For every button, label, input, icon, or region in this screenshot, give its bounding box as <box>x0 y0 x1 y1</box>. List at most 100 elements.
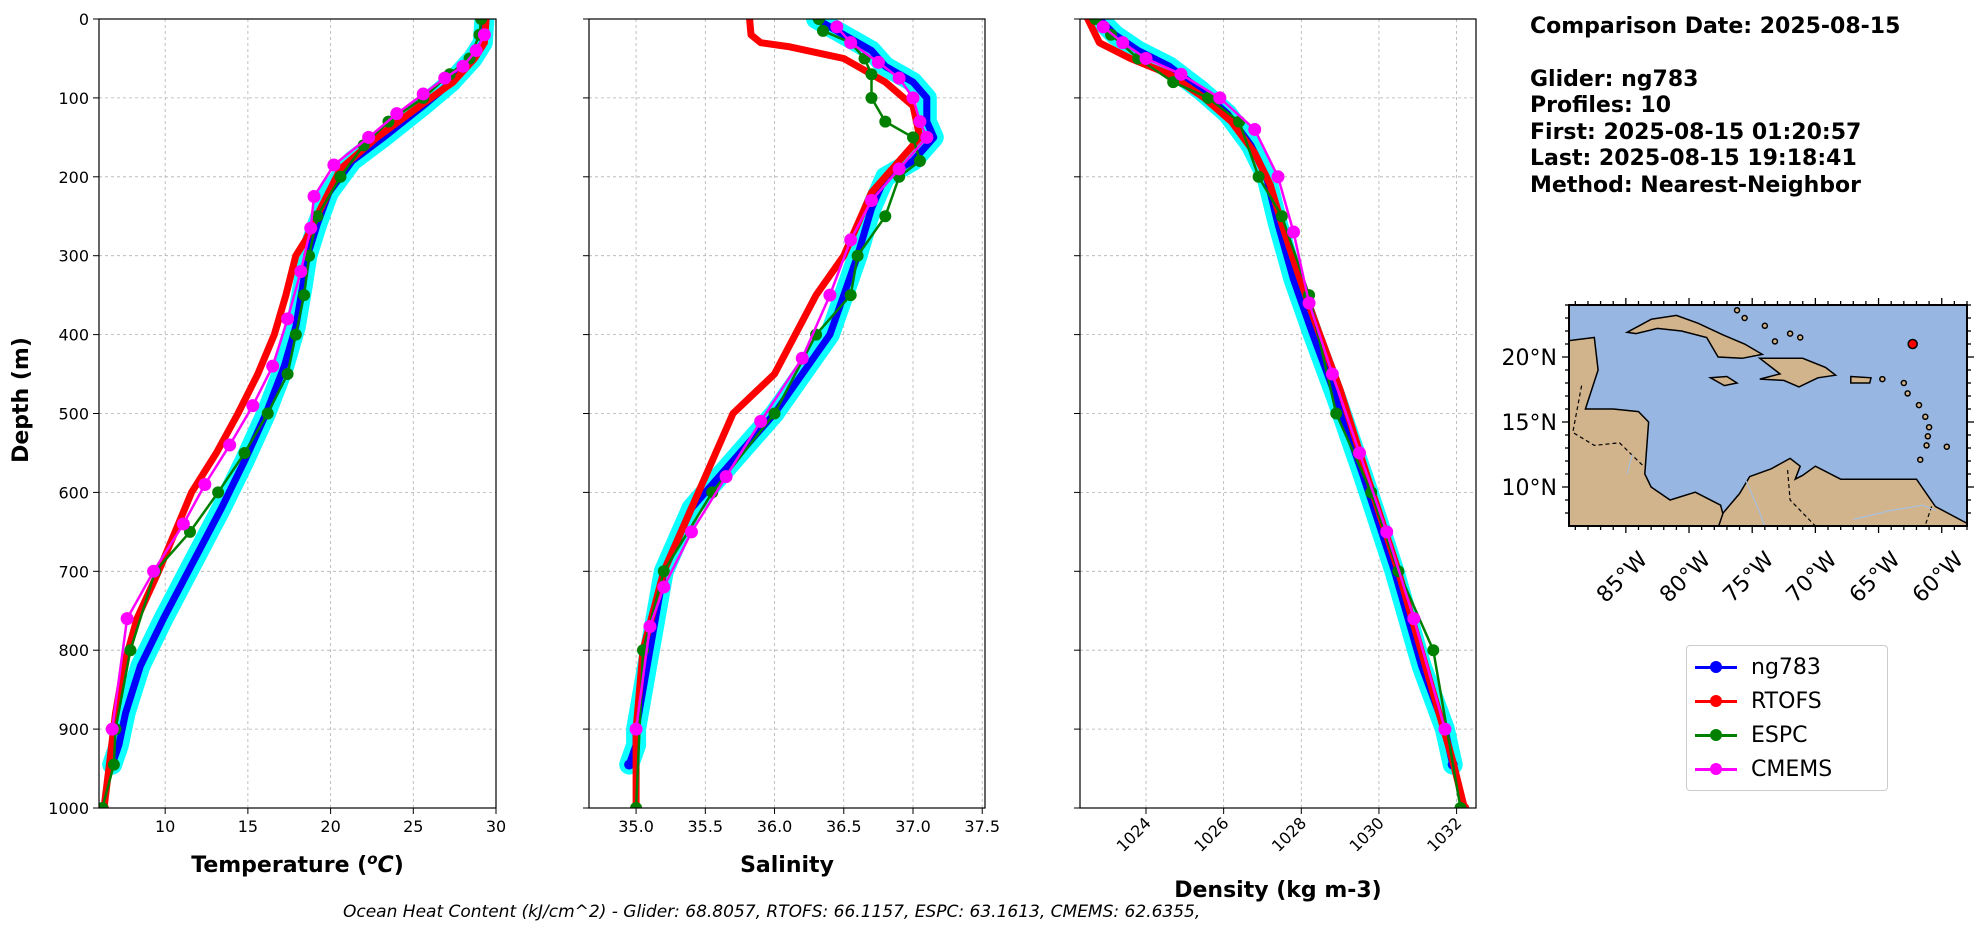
x-tick-label: 35.5 <box>687 817 723 836</box>
data-point-espc <box>99 802 109 808</box>
data-point-cmems <box>657 580 671 594</box>
data-point-espc <box>1427 644 1440 657</box>
data-point-cmems <box>147 564 161 578</box>
x-axis-label: Salinity <box>740 853 834 878</box>
series-line-cmems <box>634 25 929 731</box>
river <box>1626 454 1633 475</box>
legend-label: ESPC <box>1751 722 1808 748</box>
island <box>1733 306 1741 314</box>
data-point-espc <box>1167 76 1180 89</box>
data-point-espc <box>865 68 878 81</box>
data-point-espc <box>311 210 324 223</box>
series-line-rtofs <box>1084 19 1468 808</box>
island <box>1741 314 1748 322</box>
series-line-ng783 <box>625 19 938 769</box>
data-point-cmems <box>684 525 698 539</box>
data-point-cmems <box>1096 20 1110 34</box>
data-point-cmems <box>120 612 134 626</box>
island <box>1924 433 1932 440</box>
data-point-cmems <box>1302 296 1316 310</box>
legend-swatch <box>1695 686 1737 716</box>
x-tick-label: 1030 <box>1346 813 1388 855</box>
series-line-cmems <box>1102 25 1447 731</box>
island <box>1943 443 1951 450</box>
cuba <box>1624 314 1765 360</box>
data-point-cmems <box>294 264 308 278</box>
island <box>1904 390 1911 397</box>
data-point-espc <box>851 249 864 262</box>
data-point-cmems <box>1287 225 1301 239</box>
x-tick-label: 10 <box>155 817 175 836</box>
data-point-cmems <box>844 36 858 50</box>
plot-area <box>1084 19 1470 808</box>
data-point-espc <box>768 407 781 420</box>
data-point-espc <box>212 486 225 499</box>
series-line-espc <box>101 19 483 808</box>
lat-label: 15°N <box>1502 411 1557 436</box>
data-point-espc <box>289 328 302 341</box>
data-point-cmems <box>307 190 321 204</box>
location-map: 20°N 15°N 10°N 85°W 80°W 75°W 70°W 65°W 60°W <box>1502 298 1974 608</box>
legend-swatch <box>1695 754 1737 784</box>
y-tick-label: 500 <box>58 405 89 424</box>
data-point-cmems <box>477 28 491 42</box>
data-point-cmems <box>643 620 657 634</box>
data-point-espc <box>865 91 878 104</box>
last-time: Last: 2025-08-15 19:18:41 <box>1530 146 1857 171</box>
x-tick-label: 37.5 <box>964 817 1000 836</box>
data-point-espc <box>1252 170 1265 183</box>
island <box>1900 379 1908 387</box>
border-ca <box>1572 385 1644 467</box>
x-tick-label: 1028 <box>1268 813 1310 855</box>
x-tick-label: 36.5 <box>826 817 862 836</box>
x-axis-label: Density (kg m-3) <box>1174 878 1382 903</box>
y-tick-label: 0 <box>79 10 89 29</box>
data-point-cmems <box>1353 446 1367 460</box>
borders <box>1572 385 1933 526</box>
legend-label: RTOFS <box>1751 688 1822 714</box>
glider-location-marker <box>1907 338 1918 350</box>
legend: ng783 RTOFS ESPC CMEMS <box>1686 645 1888 791</box>
data-point-espc <box>281 368 294 381</box>
lon-label: 65°W <box>1845 547 1906 608</box>
central-america <box>1569 336 1726 526</box>
lon-label: 75°W <box>1719 547 1780 608</box>
island <box>1915 401 1923 409</box>
axes-frame <box>98 18 497 809</box>
data-point-cmems <box>456 59 470 73</box>
temperature-panel: 0 100 200 300 400 500 600 700 800 900 1000 10 15 20 25… <box>48 10 506 878</box>
x-tick-label: 35.0 <box>618 817 654 836</box>
x-tick-label: 30 <box>486 817 506 836</box>
data-point-cmems <box>1213 91 1227 105</box>
data-point-ng783 <box>624 759 635 770</box>
y-tick-label: 300 <box>58 247 89 266</box>
data-point-cmems <box>246 399 260 413</box>
data-point-cmems <box>390 107 404 121</box>
data-point-cmems <box>469 44 483 58</box>
info-block: Comparison Date: 2025-08-15 Glider: ng783… <box>1530 14 1900 199</box>
legend-swatch <box>1695 720 1737 750</box>
island <box>1879 375 1886 383</box>
glider-name: Glider: ng783 <box>1530 66 1699 92</box>
x-axis-label: Temperature (oC) <box>191 850 404 878</box>
island <box>1925 423 1933 431</box>
land <box>1569 305 1967 526</box>
data-point-cmems <box>913 115 927 129</box>
swatch-dot <box>1710 661 1722 673</box>
data-point-cmems <box>1139 51 1153 65</box>
data-point-cmems <box>795 351 809 365</box>
swatch-dot <box>1710 729 1722 741</box>
data-point-cmems <box>198 478 212 492</box>
data-point-cmems <box>416 87 430 101</box>
salinity-panel: 35.0 35.5 36.0 36.5 37.0 37.5 Salinity <box>583 18 1000 878</box>
data-point-cmems <box>438 71 452 85</box>
legend-item-cmems: CMEMS <box>1695 754 1832 784</box>
data-point-cmems <box>266 359 280 373</box>
data-point-espc <box>812 19 825 25</box>
south-america <box>1717 457 1967 526</box>
data-point-cmems <box>362 130 376 144</box>
legend-swatch <box>1695 652 1737 682</box>
data-point-espc <box>261 407 274 420</box>
data-point-cmems <box>906 91 920 105</box>
